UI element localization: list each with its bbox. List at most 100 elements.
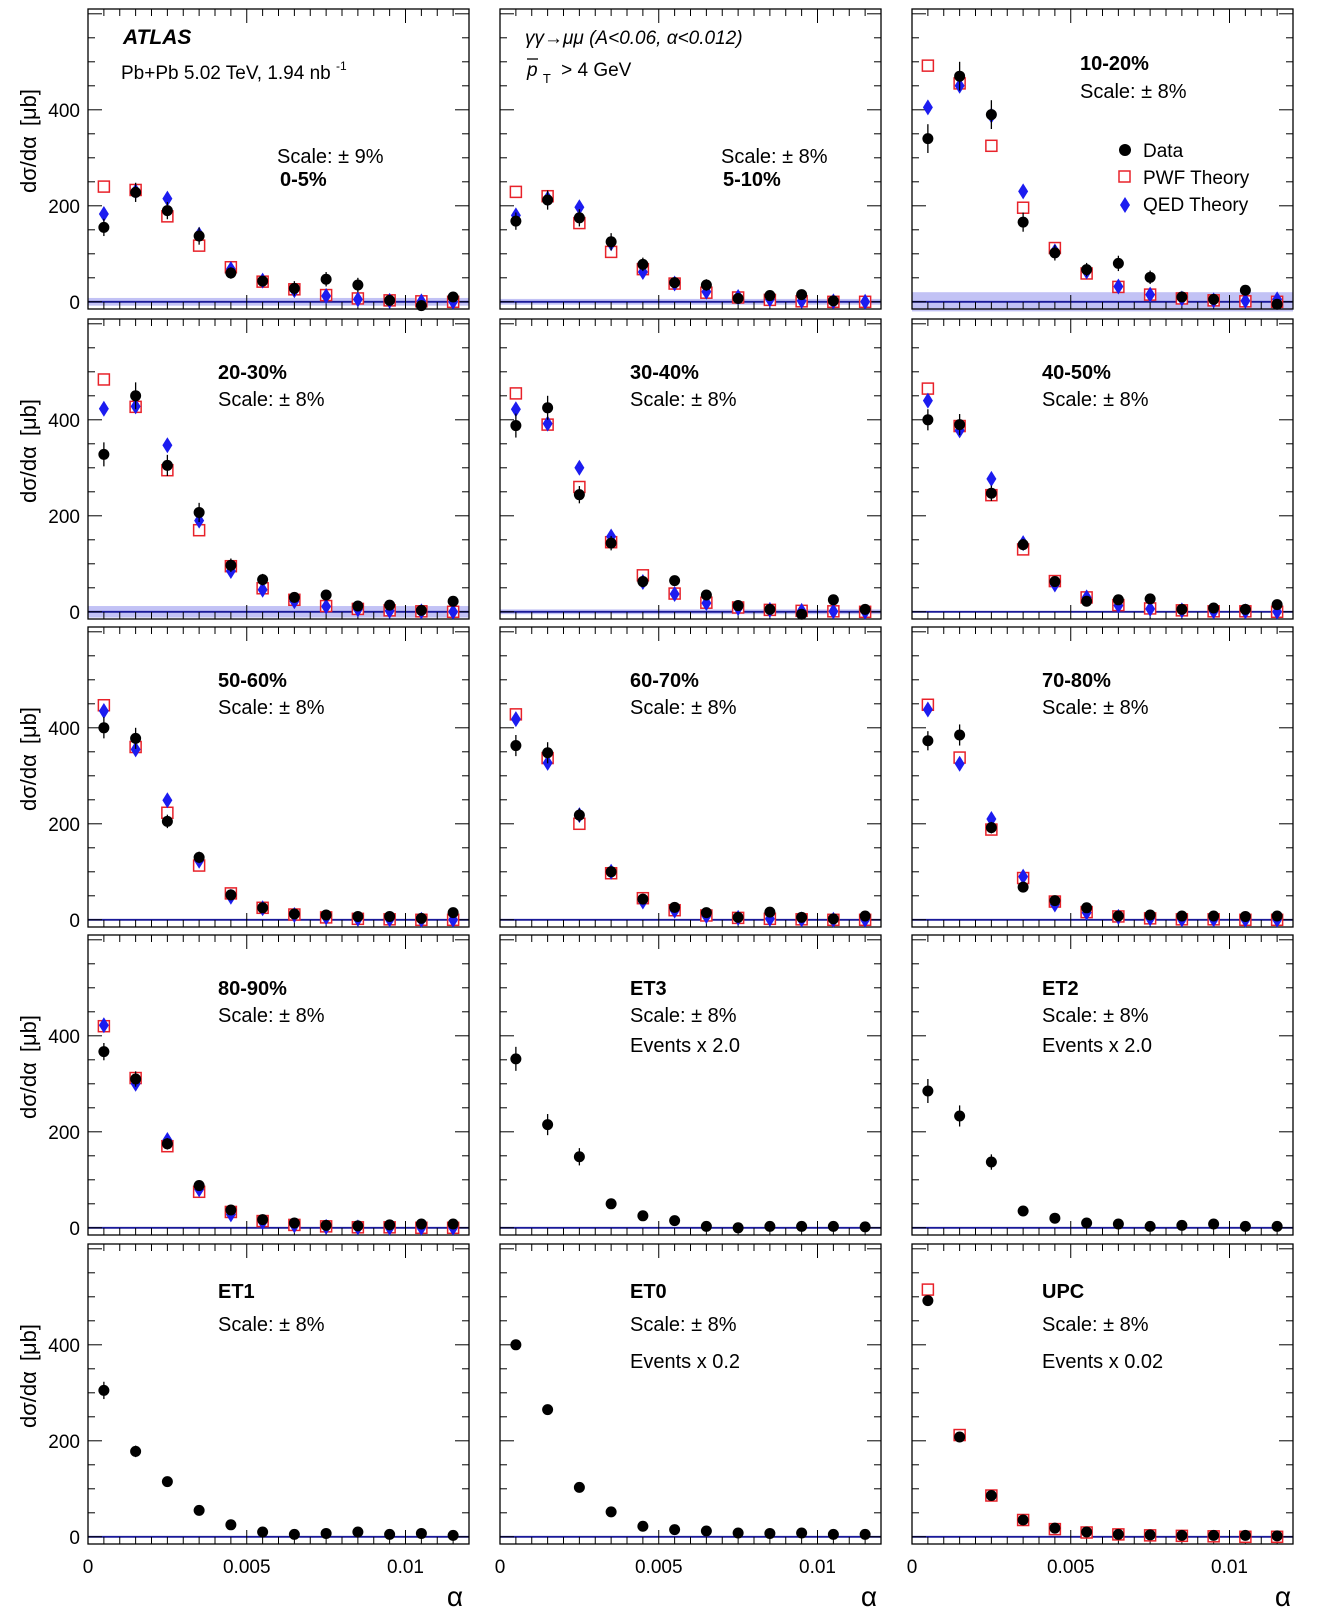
x-tick-label: 0 — [907, 1557, 918, 1578]
qed-point — [1145, 600, 1156, 617]
events-label: Events x 0.2 — [630, 1351, 740, 1373]
data-point — [320, 1219, 332, 1231]
data-point — [447, 291, 459, 303]
scale-label: Scale: ± 8% — [630, 1005, 737, 1027]
y-axis-label-unit: [μb] — [16, 1324, 41, 1361]
qed-point — [986, 470, 997, 487]
data-point — [130, 732, 142, 744]
scale-label: Scale: ± 8% — [1042, 389, 1149, 411]
data-point — [1112, 594, 1124, 606]
x-tick-label: 0.005 — [1047, 1557, 1095, 1578]
panel-title: 50-60% — [218, 670, 287, 692]
data-point — [954, 70, 966, 82]
data-point — [922, 414, 934, 426]
x-axis-label-col3: α — [1275, 1581, 1291, 1612]
qed-point — [860, 293, 871, 310]
qed-point — [1018, 868, 1029, 885]
data-point — [1017, 1514, 1029, 1526]
data-point — [827, 913, 839, 925]
qed-point — [574, 199, 585, 216]
data-point — [1144, 271, 1156, 283]
qed-point — [257, 581, 268, 598]
pt-cut-label: p T > 4 GeV — [526, 60, 632, 88]
data-point — [700, 1220, 712, 1232]
data-point — [384, 1219, 396, 1231]
data-point — [542, 402, 554, 414]
data-point — [1049, 576, 1061, 588]
data-point — [985, 1156, 997, 1168]
data-point — [1017, 1205, 1029, 1217]
legend: Data PWF Theory QED Theory — [1118, 141, 1250, 216]
panel-50-60-: 0 200 400 50-60% Scale: ± 8% — [48, 626, 470, 932]
data-point — [320, 589, 332, 601]
y-tick-label: 400 — [48, 1336, 80, 1357]
data-point — [605, 1506, 617, 1518]
data-point — [415, 1218, 427, 1230]
data-point — [510, 420, 522, 432]
data-point — [732, 1222, 744, 1234]
data-point — [352, 1526, 364, 1538]
events-label: Events x 2.0 — [1042, 1035, 1152, 1057]
data-point — [288, 1217, 300, 1229]
data-point — [1049, 1522, 1061, 1534]
data-point — [193, 230, 205, 242]
y-tick-label: 0 — [69, 911, 80, 932]
qed-point — [542, 415, 553, 432]
data-point — [415, 912, 427, 924]
data-point — [1271, 1530, 1283, 1542]
data-point — [1081, 264, 1093, 276]
x-tick-label: 0.01 — [387, 1557, 424, 1578]
data-point — [510, 1053, 522, 1065]
data-point — [320, 1527, 332, 1539]
data-point — [922, 1295, 934, 1307]
data-point — [542, 1119, 554, 1131]
scale-label: Scale: ± 8% — [630, 389, 737, 411]
x-tick-label: 0 — [83, 1557, 94, 1578]
data-point — [161, 1476, 173, 1488]
y-tick-label: 400 — [48, 1027, 80, 1048]
data-point — [161, 815, 173, 827]
data-point — [257, 574, 269, 586]
data-point — [764, 290, 776, 302]
data-point — [1112, 257, 1124, 269]
data-point — [352, 279, 364, 291]
qed-point — [669, 586, 680, 603]
qed-point — [98, 400, 109, 417]
data-point — [542, 747, 554, 759]
pt-symbol: p — [526, 60, 538, 81]
scale-label: Scale: ± 8% — [630, 1314, 737, 1336]
y-tick-label: 0 — [69, 1528, 80, 1549]
scale-label: Scale: ± 8% — [1042, 697, 1149, 719]
x-tick-label: 0.01 — [1211, 1557, 1248, 1578]
data-point — [573, 809, 585, 821]
data-point — [1176, 1219, 1188, 1231]
data-point — [669, 277, 681, 289]
qed-point — [828, 603, 839, 620]
y-tick-label: 200 — [48, 197, 80, 218]
events-label: Events x 2.0 — [630, 1035, 740, 1057]
data-point — [447, 1529, 459, 1541]
events-label: Events x 0.02 — [1042, 1351, 1163, 1373]
data-point — [1176, 291, 1188, 303]
x-tick-label: 0.005 — [635, 1557, 683, 1578]
qed-point — [922, 701, 933, 718]
data-point — [1112, 1528, 1124, 1540]
panel-5-10-: 5-10%Scale: ± 8% — [499, 8, 882, 310]
qed-point — [162, 190, 173, 207]
data-point — [447, 1218, 459, 1230]
data-point — [637, 258, 649, 270]
data-point — [1017, 881, 1029, 893]
data-point — [98, 1384, 110, 1396]
y-axis-label: dσ/dα [μb] — [16, 89, 41, 193]
data-point — [922, 735, 934, 747]
data-point — [288, 282, 300, 294]
data-point — [1176, 603, 1188, 615]
data-point — [98, 221, 110, 233]
y-axis-label: dσ/dα [μb] — [16, 707, 41, 811]
data-point — [1081, 595, 1093, 607]
dataset-superscript: -1 — [336, 59, 347, 73]
y-axis-label-quantity: dσ/dα — [16, 754, 41, 811]
data-point — [510, 1339, 522, 1351]
data-point — [447, 907, 459, 919]
